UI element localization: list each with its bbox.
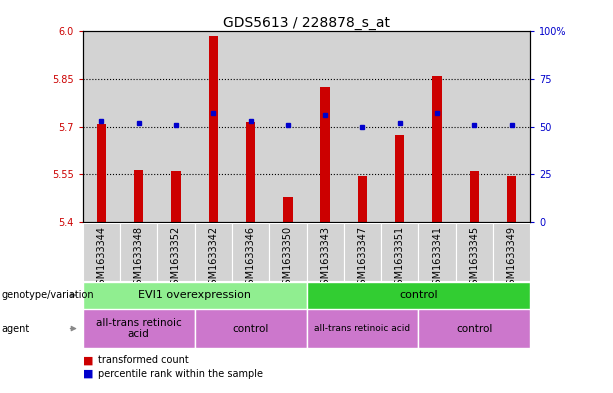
Bar — [418, 223, 455, 281]
Text: transformed count: transformed count — [98, 355, 189, 365]
Bar — [246, 122, 255, 222]
Bar — [134, 170, 143, 222]
Bar — [306, 282, 530, 309]
Text: EVI1 overexpression: EVI1 overexpression — [138, 290, 251, 300]
Bar — [158, 223, 195, 281]
Bar — [306, 309, 418, 348]
Bar — [195, 309, 306, 348]
Bar — [432, 76, 442, 222]
Bar — [158, 31, 195, 222]
Bar — [493, 223, 530, 281]
Bar — [381, 31, 419, 222]
Bar — [83, 223, 120, 281]
Bar — [470, 171, 479, 222]
Bar — [344, 223, 381, 281]
Bar — [120, 223, 158, 281]
Bar — [395, 135, 405, 222]
Text: ■: ■ — [83, 355, 93, 365]
Bar — [321, 87, 330, 222]
Bar — [120, 31, 158, 222]
Bar — [232, 31, 269, 222]
Text: percentile rank within the sample: percentile rank within the sample — [98, 369, 263, 379]
Bar — [269, 223, 306, 281]
Bar — [419, 31, 455, 222]
Text: GSM1633342: GSM1633342 — [208, 226, 218, 291]
Bar — [507, 176, 516, 222]
Text: all-trans retinoic
acid: all-trans retinoic acid — [96, 318, 181, 339]
Title: GDS5613 / 228878_s_at: GDS5613 / 228878_s_at — [223, 17, 390, 30]
Text: control: control — [456, 323, 492, 334]
Bar — [269, 31, 306, 222]
Text: GSM1633348: GSM1633348 — [134, 226, 143, 291]
Bar — [381, 223, 418, 281]
Text: GSM1633347: GSM1633347 — [357, 226, 367, 291]
Bar — [358, 176, 367, 222]
Bar — [97, 123, 106, 222]
Text: control: control — [399, 290, 438, 300]
Text: agent: agent — [1, 323, 29, 334]
Bar — [493, 31, 530, 222]
Bar — [306, 223, 344, 281]
Text: GSM1633345: GSM1633345 — [470, 226, 479, 291]
Text: GSM1633341: GSM1633341 — [432, 226, 442, 291]
Bar — [208, 36, 218, 222]
Bar — [344, 31, 381, 222]
Bar — [83, 282, 306, 309]
Bar — [455, 31, 493, 222]
Text: all-trans retinoic acid: all-trans retinoic acid — [314, 324, 411, 333]
Bar — [283, 196, 292, 222]
Bar — [306, 31, 344, 222]
Bar — [418, 309, 530, 348]
Bar — [195, 31, 232, 222]
Text: GSM1633351: GSM1633351 — [395, 226, 405, 291]
Text: control: control — [232, 323, 268, 334]
Text: GSM1633352: GSM1633352 — [171, 226, 181, 291]
Text: GSM1633350: GSM1633350 — [283, 226, 293, 291]
Bar — [171, 171, 181, 222]
Text: genotype/variation: genotype/variation — [1, 290, 94, 300]
Bar — [83, 31, 120, 222]
Text: GSM1633346: GSM1633346 — [246, 226, 256, 291]
Bar — [455, 223, 493, 281]
Text: GSM1633349: GSM1633349 — [506, 226, 517, 291]
Text: GSM1633343: GSM1633343 — [320, 226, 330, 291]
Bar — [83, 309, 195, 348]
Text: ■: ■ — [83, 369, 93, 379]
Bar — [232, 223, 269, 281]
Text: GSM1633344: GSM1633344 — [96, 226, 107, 291]
Bar — [195, 223, 232, 281]
